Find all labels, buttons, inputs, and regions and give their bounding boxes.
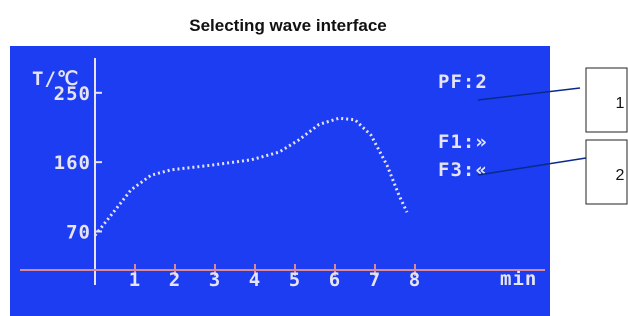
x-tick-label: 8 [409,269,421,291]
f1-label: F1:» [438,131,488,153]
x-tick-label: 4 [249,269,261,291]
y-tick-label: 160 [54,152,91,174]
callout-label: 2 [616,167,625,184]
screenshot: Selecting wave interface T/℃ PF:2 F1:» F… [0,0,628,316]
pf-label: PF:2 [438,71,488,93]
x-tick-label: 5 [289,269,301,291]
y-tick-label: 70 [66,221,91,243]
f3-label: F3:« [438,159,488,181]
y-tick-label: 250 [54,83,91,105]
x-tick-label: 2 [169,269,181,291]
x-unit: min [500,268,537,290]
x-tick-label: 1 [129,269,141,291]
x-tick-label: 3 [209,269,221,291]
caption: Selecting wave interface [189,16,386,35]
x-tick-label: 7 [369,269,381,291]
x-tick-label: 6 [329,269,341,291]
callout-label: 1 [616,95,625,112]
